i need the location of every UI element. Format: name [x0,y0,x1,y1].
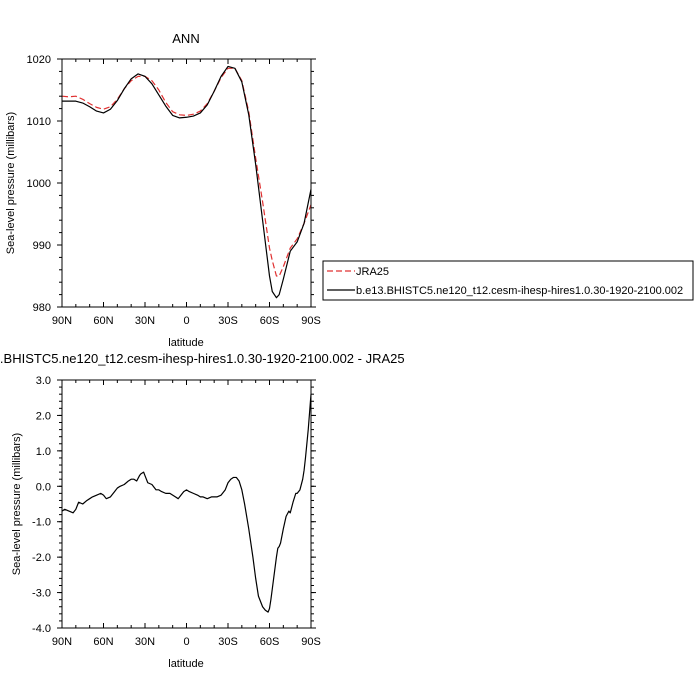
legend: JRA25 b.e13.BHISTC5.ne120_t12.cesm-ihesp… [322,260,694,301]
x-tick-label: 60S [260,636,280,648]
series-line-1 [62,65,312,299]
axis-ticks [57,379,316,629]
x-tick-label: 30N [135,315,155,327]
x-tick-label: 60S [260,315,280,327]
legend-box [322,260,694,301]
plot-lines [61,394,312,613]
y-tick-label: 990 [33,240,51,252]
x-tick-label: 30S [218,636,238,648]
chart-title: b.e13.BHISTC5.ne120_t12.cesm-ihesp-hires… [0,351,405,366]
y-tick-label: 1020 [27,54,51,66]
series-line-0 [61,67,312,277]
plot-lines [61,65,312,299]
bottom-chart: b.e13.BHISTC5.ne120_t12.cesm-ihesp-hires… [0,351,405,670]
y-tick-label: 1.0 [36,446,51,458]
x-axis-label: latitude [168,658,203,670]
plot-frame [61,379,312,629]
y-tick-labels: 980 990 1000 1010 1020 [27,54,51,314]
x-tick-label: 30N [135,636,155,648]
y-tick-label: 2.0 [36,410,51,422]
top-chart: ANN 90N 60N 30N 0 30S 60S 90S 980 990 1000 1010 10… [5,31,694,349]
y-tick-label: 980 [33,302,51,314]
y-tick-label: 3.0 [36,375,51,387]
y-axis-label: Sea-level pressure (millibars) [5,112,17,254]
x-axis-label: latitude [168,337,203,349]
y-tick-label: 1010 [27,116,51,128]
y-tick-label: 1000 [27,178,51,190]
x-tick-label: 60N [93,636,113,648]
y-tick-label: 0.0 [36,481,51,493]
series-line-0 [61,394,312,613]
y-tick-labels: -4.0 -3.0 -2.0 -1.0 0.0 1.0 2.0 3.0 [32,375,51,635]
chart-title: ANN [172,31,199,46]
y-axis-label: Sea-level pressure (millibars) [11,433,23,575]
y-tick-label: -3.0 [32,588,51,600]
x-tick-label: 60N [93,315,113,327]
x-tick-label: 90N [52,636,72,648]
x-tick-label: 90N [52,315,72,327]
x-tick-label: 90S [301,636,321,648]
axis-ticks [57,58,316,308]
x-tick-labels: 90N 60N 30N 0 30S 60S 90S [52,315,321,327]
legend-label-model: b.e13.BHISTC5.ne120_t12.cesm-ihesp-hires… [356,285,683,297]
plot-frame [61,58,312,308]
x-tick-label: 30S [218,315,238,327]
x-tick-label: 0 [183,315,189,327]
x-tick-label: 90S [301,315,321,327]
x-tick-labels: 90N 60N 30N 0 30S 60S 90S [52,636,321,648]
legend-label-jra25: JRA25 [356,266,389,278]
x-tick-label: 0 [183,636,189,648]
y-tick-label: -2.0 [32,552,51,564]
y-tick-label: -4.0 [32,623,51,635]
y-tick-label: -1.0 [32,517,51,529]
